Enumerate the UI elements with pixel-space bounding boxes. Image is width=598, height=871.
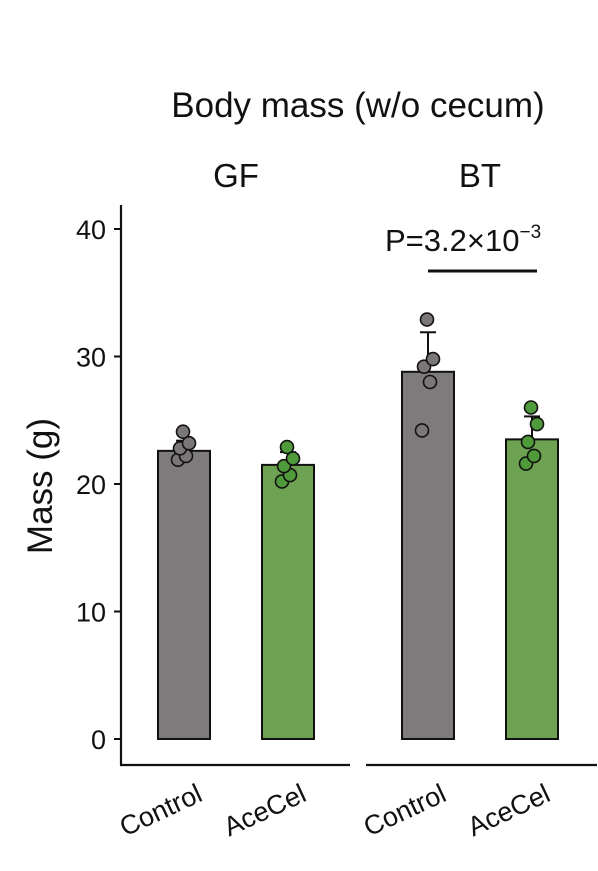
y-tick-label: 30 (76, 343, 106, 373)
data-point (285, 451, 301, 466)
bar-gf-acecel (261, 463, 315, 740)
data-point (422, 374, 438, 390)
y-tick-label: 20 (76, 470, 106, 500)
data-point (529, 416, 545, 432)
data-point (526, 448, 542, 464)
chart-title: Body mass (w/o cecum) (171, 86, 544, 125)
x-tick-label: AceCel (463, 778, 555, 842)
panel-label-bt: BT (459, 157, 501, 194)
x-tick-label: Control (115, 778, 207, 842)
data-point (425, 351, 441, 367)
data-point (419, 312, 435, 327)
data-point (414, 423, 430, 438)
significance-annotation: P=3.2×10−3 (385, 222, 541, 273)
bar-gf-control (157, 449, 211, 740)
p-value-label: P=3.2×10−3 (385, 222, 541, 258)
y-tick-label: 10 (76, 598, 106, 628)
data-points (170, 312, 545, 489)
x-tick-label: AceCel (219, 778, 311, 842)
y-tick-label: 40 (76, 215, 106, 245)
axes: 0 10 20 30 40 (76, 205, 597, 767)
data-point (520, 434, 536, 450)
x-tick-labels: Control AceCel Control AceCel (115, 778, 555, 842)
data-point (175, 424, 191, 440)
bar-bt-acecel (505, 438, 559, 740)
data-point (279, 439, 295, 455)
x-tick-label: Control (359, 778, 451, 842)
data-point (181, 435, 197, 451)
panel-label-gf: GF (213, 157, 259, 194)
p-value-exponent: −3 (519, 222, 541, 243)
y-axis-label: Mass (g) (21, 418, 60, 554)
bars (157, 370, 559, 740)
error-bars (176, 331, 540, 465)
y-tick-label: 0 (91, 725, 106, 755)
data-point (523, 400, 539, 415)
